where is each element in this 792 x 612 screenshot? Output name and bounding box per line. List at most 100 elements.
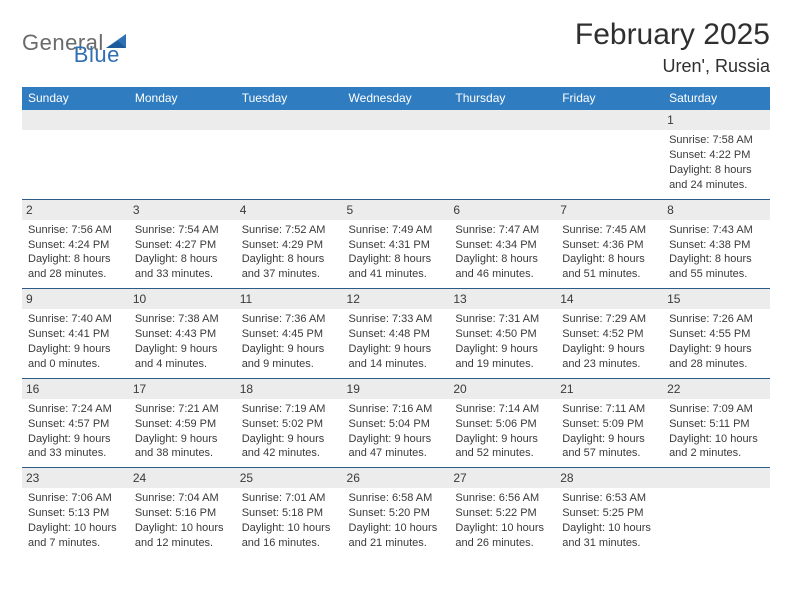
month-title: February 2025: [575, 18, 770, 52]
sunrise-text: Sunrise: 7:21 AM: [135, 402, 230, 417]
day-number: 21: [556, 379, 663, 399]
calendar-day-cell: 24Sunrise: 7:04 AMSunset: 5:16 PMDayligh…: [129, 468, 236, 557]
daylight-text: Daylight: 9 hours: [669, 342, 764, 357]
weekday-header: Monday: [129, 87, 236, 110]
sunset-text: Sunset: 4:22 PM: [669, 148, 764, 163]
day-number: 17: [129, 379, 236, 399]
daylight-text: Daylight: 8 hours: [135, 252, 230, 267]
day-details: Sunrise: 7:58 AMSunset: 4:22 PMDaylight:…: [667, 133, 766, 192]
sunset-text: Sunset: 5:04 PM: [349, 417, 444, 432]
weekday-header: Saturday: [663, 87, 770, 110]
day-number: 27: [449, 468, 556, 488]
calendar-day-cell: 1Sunrise: 7:58 AMSunset: 4:22 PMDaylight…: [663, 110, 770, 200]
day-details: Sunrise: 7:26 AMSunset: 4:55 PMDaylight:…: [667, 312, 766, 371]
calendar-day-cell: 16Sunrise: 7:24 AMSunset: 4:57 PMDayligh…: [22, 378, 129, 468]
brand-logo: General Blue: [22, 18, 120, 68]
daylight-text: Daylight: 9 hours: [242, 432, 337, 447]
calendar-day-cell: 14Sunrise: 7:29 AMSunset: 4:52 PMDayligh…: [556, 289, 663, 379]
day-number: .: [449, 110, 556, 130]
day-number: 28: [556, 468, 663, 488]
daylight-text: Daylight: 8 hours: [562, 252, 657, 267]
day-details: Sunrise: 7:49 AMSunset: 4:31 PMDaylight:…: [347, 223, 446, 282]
calendar-table: SundayMondayTuesdayWednesdayThursdayFrid…: [22, 87, 770, 557]
sunrise-text: Sunrise: 7:36 AM: [242, 312, 337, 327]
sunrise-text: Sunrise: 7:43 AM: [669, 223, 764, 238]
sunrise-text: Sunrise: 7:01 AM: [242, 491, 337, 506]
calendar-day-cell: 12Sunrise: 7:33 AMSunset: 4:48 PMDayligh…: [343, 289, 450, 379]
day-details: Sunrise: 7:09 AMSunset: 5:11 PMDaylight:…: [667, 402, 766, 461]
daylight-text: Daylight: 9 hours: [135, 432, 230, 447]
daylight-text: and 0 minutes.: [28, 357, 123, 372]
daylight-text: and 37 minutes.: [242, 267, 337, 282]
daylight-text: and 21 minutes.: [349, 536, 444, 551]
day-details: Sunrise: 7:01 AMSunset: 5:18 PMDaylight:…: [240, 491, 339, 550]
brand-word-blue: Blue: [74, 42, 120, 68]
sunset-text: Sunset: 4:52 PM: [562, 327, 657, 342]
calendar-day-cell: 20Sunrise: 7:14 AMSunset: 5:06 PMDayligh…: [449, 378, 556, 468]
sunrise-text: Sunrise: 7:09 AM: [669, 402, 764, 417]
daylight-text: Daylight: 9 hours: [455, 432, 550, 447]
sunrise-text: Sunrise: 7:11 AM: [562, 402, 657, 417]
sunrise-text: Sunrise: 7:14 AM: [455, 402, 550, 417]
sunset-text: Sunset: 5:16 PM: [135, 506, 230, 521]
daylight-text: and 33 minutes.: [28, 446, 123, 461]
daylight-text: and 47 minutes.: [349, 446, 444, 461]
sunrise-text: Sunrise: 7:54 AM: [135, 223, 230, 238]
calendar-day-cell: 4Sunrise: 7:52 AMSunset: 4:29 PMDaylight…: [236, 199, 343, 289]
sunrise-text: Sunrise: 7:49 AM: [349, 223, 444, 238]
day-details: Sunrise: 7:54 AMSunset: 4:27 PMDaylight:…: [133, 223, 232, 282]
sunset-text: Sunset: 4:31 PM: [349, 238, 444, 253]
daylight-text: and 46 minutes.: [455, 267, 550, 282]
calendar-day-cell: 21Sunrise: 7:11 AMSunset: 5:09 PMDayligh…: [556, 378, 663, 468]
day-number: .: [22, 110, 129, 130]
day-number: .: [343, 110, 450, 130]
sunrise-text: Sunrise: 7:38 AM: [135, 312, 230, 327]
daylight-text: and 14 minutes.: [349, 357, 444, 372]
day-number: 3: [129, 200, 236, 220]
day-details: Sunrise: 7:33 AMSunset: 4:48 PMDaylight:…: [347, 312, 446, 371]
daylight-text: and 55 minutes.: [669, 267, 764, 282]
day-number: 13: [449, 289, 556, 309]
daylight-text: Daylight: 10 hours: [455, 521, 550, 536]
calendar-day-cell: 18Sunrise: 7:19 AMSunset: 5:02 PMDayligh…: [236, 378, 343, 468]
calendar-day-cell: 9Sunrise: 7:40 AMSunset: 4:41 PMDaylight…: [22, 289, 129, 379]
sunset-text: Sunset: 5:02 PM: [242, 417, 337, 432]
day-details: Sunrise: 7:16 AMSunset: 5:04 PMDaylight:…: [347, 402, 446, 461]
daylight-text: Daylight: 8 hours: [669, 252, 764, 267]
calendar-week-row: ......1Sunrise: 7:58 AMSunset: 4:22 PMDa…: [22, 110, 770, 200]
day-number: 20: [449, 379, 556, 399]
sunset-text: Sunset: 5:20 PM: [349, 506, 444, 521]
calendar-day-cell: 11Sunrise: 7:36 AMSunset: 4:45 PMDayligh…: [236, 289, 343, 379]
calendar-day-cell: .: [663, 468, 770, 557]
day-details: Sunrise: 7:29 AMSunset: 4:52 PMDaylight:…: [560, 312, 659, 371]
sunrise-text: Sunrise: 7:26 AM: [669, 312, 764, 327]
day-details: Sunrise: 7:06 AMSunset: 5:13 PMDaylight:…: [26, 491, 125, 550]
calendar-header-row: SundayMondayTuesdayWednesdayThursdayFrid…: [22, 87, 770, 110]
daylight-text: Daylight: 8 hours: [669, 163, 764, 178]
daylight-text: Daylight: 9 hours: [562, 432, 657, 447]
sunset-text: Sunset: 5:22 PM: [455, 506, 550, 521]
day-number: 6: [449, 200, 556, 220]
daylight-text: Daylight: 10 hours: [28, 521, 123, 536]
daylight-text: Daylight: 9 hours: [242, 342, 337, 357]
daylight-text: and 7 minutes.: [28, 536, 123, 551]
header: General Blue February 2025 Uren', Russia: [22, 18, 770, 77]
calendar-day-cell: 15Sunrise: 7:26 AMSunset: 4:55 PMDayligh…: [663, 289, 770, 379]
sunset-text: Sunset: 4:55 PM: [669, 327, 764, 342]
daylight-text: and 26 minutes.: [455, 536, 550, 551]
daylight-text: Daylight: 9 hours: [349, 342, 444, 357]
daylight-text: Daylight: 10 hours: [349, 521, 444, 536]
daylight-text: Daylight: 8 hours: [455, 252, 550, 267]
daylight-text: and 41 minutes.: [349, 267, 444, 282]
day-number: 22: [663, 379, 770, 399]
calendar-day-cell: .: [236, 110, 343, 200]
calendar-week-row: 23Sunrise: 7:06 AMSunset: 5:13 PMDayligh…: [22, 468, 770, 557]
sunrise-text: Sunrise: 7:56 AM: [28, 223, 123, 238]
day-details: Sunrise: 7:24 AMSunset: 4:57 PMDaylight:…: [26, 402, 125, 461]
daylight-text: and 28 minutes.: [28, 267, 123, 282]
sunset-text: Sunset: 5:25 PM: [562, 506, 657, 521]
calendar-day-cell: 27Sunrise: 6:56 AMSunset: 5:22 PMDayligh…: [449, 468, 556, 557]
daylight-text: Daylight: 8 hours: [28, 252, 123, 267]
sunset-text: Sunset: 4:43 PM: [135, 327, 230, 342]
sunset-text: Sunset: 5:11 PM: [669, 417, 764, 432]
